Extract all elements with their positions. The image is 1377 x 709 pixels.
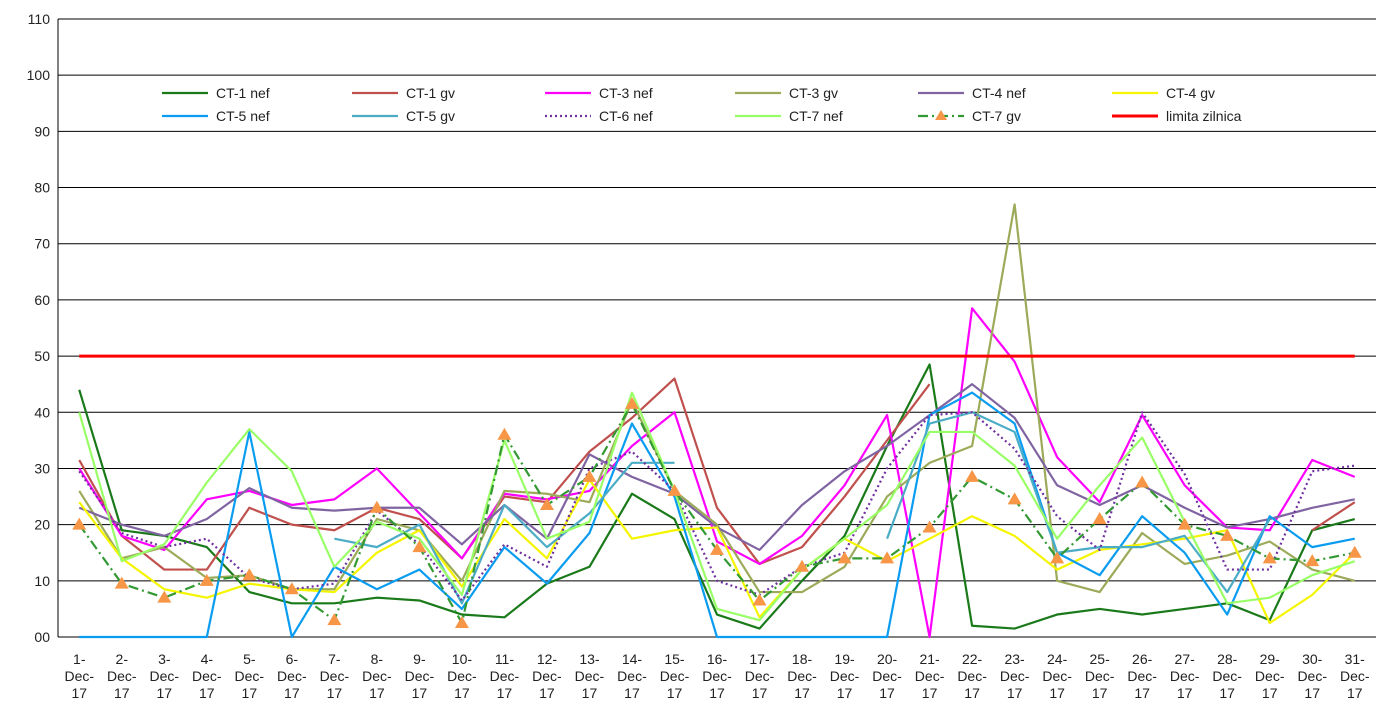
legend-label: CT-7 nef: [789, 108, 843, 124]
x-tick-label: 2-Dec-17: [107, 651, 137, 701]
series-marker: [497, 427, 512, 440]
x-tick-label: 3-Dec-17: [150, 651, 180, 701]
legend-label: CT-7 gv: [972, 108, 1021, 124]
series-marker: [1220, 528, 1235, 541]
x-tick-label: 1-Dec-17: [64, 651, 94, 701]
legend-label: CT-4 gv: [1166, 85, 1215, 101]
series-line: [78, 402, 1355, 625]
series-marker: [837, 551, 852, 564]
y-tick-label: 00: [34, 629, 50, 645]
x-tick-label: 21-Dec-17: [915, 651, 945, 701]
series-line: [78, 307, 1356, 639]
series-marker: [1050, 551, 1065, 564]
legend-label: CT-5 nef: [216, 108, 270, 124]
series-marker: [922, 520, 937, 533]
series-marker: [710, 542, 724, 555]
legend-label: CT-3 nef: [599, 85, 653, 101]
y-tick-label: 30: [34, 460, 50, 476]
series-marker: [752, 593, 767, 606]
y-tick-label: 70: [34, 236, 50, 252]
series-marker: [1262, 551, 1277, 564]
x-tick-label: 6-Dec-17: [277, 651, 307, 701]
y-tick-label: 90: [34, 123, 50, 139]
y-tick-label: 60: [34, 292, 50, 308]
x-tick-label: 22-Dec-17: [957, 651, 987, 701]
x-tick-label: 31-Dec-17: [1340, 651, 1370, 701]
legend-marker: [935, 110, 947, 120]
series-line: [78, 391, 1356, 622]
series-marker: [454, 615, 469, 628]
series-marker: [1305, 554, 1320, 567]
series-marker: [880, 551, 895, 564]
legend-label: CT-1 nef: [216, 85, 270, 101]
legend-label: CT-3 gv: [789, 85, 838, 101]
x-tick-label: 18-Dec-17: [787, 651, 817, 701]
series-marker: [1347, 545, 1362, 558]
series-marker: [1007, 492, 1022, 505]
series-marker: [199, 573, 214, 586]
x-tick-label: 28-Dec-17: [1212, 651, 1242, 701]
legend-label: CT-6 nef: [599, 108, 653, 124]
series-marker: [667, 483, 682, 496]
x-tick-label: 9-Dec-17: [405, 651, 435, 701]
y-tick-label: 40: [34, 404, 50, 420]
series-marker: [327, 613, 342, 626]
x-tick-label: 8-Dec-17: [362, 651, 392, 701]
x-tick-label: 7-Dec-17: [320, 651, 350, 701]
y-tick-label: 20: [34, 517, 50, 533]
series-marker: [1177, 517, 1192, 530]
x-tick-label: 23-Dec-17: [1000, 651, 1030, 701]
series-line: [78, 377, 1356, 571]
x-tick-label: 5-Dec-17: [235, 651, 265, 701]
series-marker: [539, 497, 554, 510]
x-tick-label: 30-Dec-17: [1297, 651, 1327, 701]
series-marker: [242, 568, 257, 581]
y-tick-label: 50: [34, 348, 50, 364]
x-tick-label: 25-Dec-17: [1085, 651, 1115, 701]
x-tick-label: 20-Dec-17: [872, 651, 902, 701]
x-tick-label: 13-Dec-17: [575, 651, 605, 701]
x-tick-label: 15-Dec-17: [660, 651, 690, 701]
x-tick-label: 16-Dec-17: [702, 651, 732, 701]
series-line: [78, 363, 1356, 630]
x-tick-label: 29-Dec-17: [1255, 651, 1285, 701]
series-marker: [795, 559, 810, 572]
legend-label: CT-1 gv: [406, 85, 455, 101]
x-tick-label: 17-Dec-17: [745, 651, 775, 701]
x-tick-label: 10-Dec-17: [447, 651, 477, 701]
series-marker: [1135, 475, 1150, 488]
y-tick-label: 10: [34, 573, 50, 589]
x-tick-label: 19-Dec-17: [830, 651, 860, 701]
x-tick-label: 26-Dec-17: [1127, 651, 1157, 701]
x-tick-label: 27-Dec-17: [1170, 651, 1200, 701]
y-tick-label: 110: [28, 11, 51, 27]
series-marker: [965, 469, 980, 482]
x-tick-label: 4-Dec-17: [192, 651, 222, 701]
series-marker: [582, 469, 597, 482]
series-marker: [114, 576, 129, 589]
series-marker: [369, 500, 384, 513]
x-tick-label: 12-Dec-17: [532, 651, 562, 701]
legend-label: CT-4 nef: [972, 85, 1026, 101]
x-tick-label: 14-Dec-17: [617, 651, 647, 701]
x-tick-label: 24-Dec-17: [1042, 651, 1072, 701]
series-marker: [1092, 512, 1107, 525]
series-marker: [412, 540, 427, 553]
x-tick-label: 11-Dec-17: [490, 651, 520, 701]
y-tick-label: 80: [34, 180, 50, 196]
series-marker: [157, 590, 172, 603]
legend-label: CT-5 gv: [406, 108, 455, 124]
series-marker: [624, 396, 639, 409]
y-tick-label: 100: [27, 67, 51, 83]
series-marker: [72, 517, 87, 530]
legend-label: limita zilnica: [1166, 108, 1242, 124]
series-marker: [284, 582, 299, 595]
series-line: [79, 391, 1355, 639]
